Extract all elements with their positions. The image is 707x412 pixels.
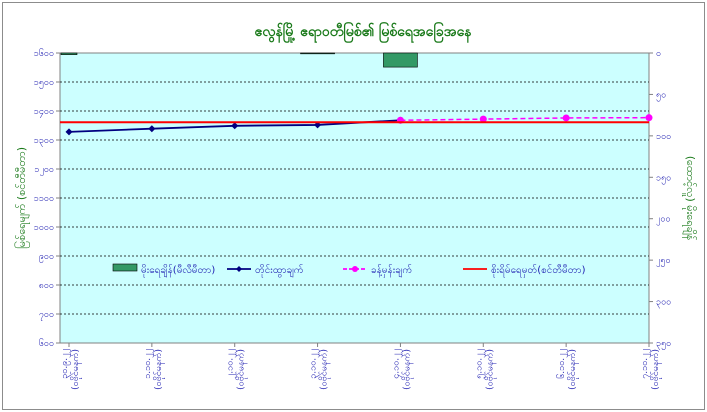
x-tick-sublabel: (ဝဗိုင်မနက်) <box>319 349 331 390</box>
right-tick-label: ၃၀၀ <box>656 298 671 309</box>
x-tick-sublabel: (ဝဗိုင်မနက်) <box>567 349 579 390</box>
left-axis-title: မြစ်ရေမျက် (စင်တီမီတာ) <box>14 147 30 249</box>
rainfall-bar <box>60 52 78 55</box>
left-tick-label: ၈၀၀ <box>39 281 54 291</box>
x-tick-sublabel: (ဝဗိုင်မနက်) <box>650 349 662 390</box>
left-tick-label: ၉၀၀ <box>39 252 54 263</box>
observed-point <box>65 128 73 136</box>
observed-point <box>231 122 239 130</box>
right-tick-label: ၀ <box>656 49 661 59</box>
x-tick-sublabel: (ဝဗိုင်မနက်) <box>70 349 82 390</box>
left-tick-label: ၁၃၀၀ <box>34 136 54 147</box>
left-tick-label: ၇၀၀ <box>39 310 54 321</box>
chart-svg: ဧလွန်မြို့ ဧရာဝတီမြစ်၏ မြစ်ရေအခြေအနေ ၁၆၀… <box>14 22 697 390</box>
right-axis-title: (ထောင့်လူ) မိုးရေချိန် <box>682 156 697 241</box>
x-tick-sublabel: (ဝဗိုင်မနက်) <box>236 349 248 390</box>
legend-label: မိုးရေချိန်(မီလီမီတာ) <box>141 263 215 278</box>
x-tick-label: ၃.၁၀.၂၂ <box>309 349 320 379</box>
x-axis-ticks: ၃၀.၉.၂၂ (ဝဗိုင်မနက်) ၁.၁၀.၂၂ (ဝဗိုင်မနက်) ၂.… <box>60 343 662 390</box>
right-tick-label: ၂၀၀ <box>656 215 671 226</box>
left-tick-label: ၁၁၀၀ <box>34 194 54 204</box>
x-tick-label: ၂.၁၀.၂၂ <box>226 349 237 378</box>
x-tick-sublabel: (ဝဗိုင်မနက်) <box>401 349 413 390</box>
legend-label: စိုးရိမ်ရေမှတ်(စင်တီမီတာ) <box>491 263 586 278</box>
right-tick-label: ၅၀ <box>656 90 666 101</box>
right-tick-label: ၁၅၀ <box>656 173 671 184</box>
left-tick-label: ၁၄၀၀ <box>34 107 54 118</box>
x-tick-sublabel: (ဝဗိုင်မနက်) <box>153 349 165 390</box>
left-tick-label: ၆၀၀ <box>39 338 54 349</box>
legend: မိုးရေချိန်(မီလီမီတာ) တိုင်းထွာချက် ခန့်မှ… <box>112 263 586 278</box>
x-tick-sublabel: (ဝဗိုင်မနက်) <box>484 349 496 390</box>
x-tick-label: ၃၀.၉.၂၂ <box>60 349 71 379</box>
legend-marker <box>352 266 358 272</box>
x-tick-label: ၇.၁၀.၂၂ <box>640 349 651 379</box>
forecast-point <box>645 114 653 122</box>
right-tick-label: ၃၅၀ <box>656 339 671 350</box>
left-tick-label: ၁၀၀၀ <box>34 223 54 233</box>
legend-marker <box>236 266 242 272</box>
right-tick-label: ၂၅၀ <box>656 256 671 267</box>
forecast-point <box>479 115 487 123</box>
legend-label: ခန့်မှန်းချက် <box>371 263 412 278</box>
line-series <box>60 114 653 136</box>
chart-title: ဧလွန်မြို့ ဧရာဝတီမြစ်၏ မြစ်ရေအခြေအနေ <box>255 22 473 43</box>
rainfall-bar <box>383 52 418 68</box>
rainfall-bar <box>300 52 335 55</box>
legend-label: တိုင်းထွာချက် <box>255 263 304 278</box>
left-tick-label: ၁၅၀၀ <box>34 78 54 89</box>
plot-area <box>59 52 650 344</box>
left-tick-label: ၁၂၀၀ <box>34 165 54 176</box>
left-tick-label: ၁၆၀၀ <box>34 48 54 59</box>
observed-point <box>148 125 156 133</box>
x-tick-label: ၄.၁၀.၂၂ <box>391 349 402 379</box>
x-tick-label: ၆.၁၀.၂၂ <box>556 349 568 379</box>
bar-series-rainfall <box>60 52 418 68</box>
x-tick-label: ၁.၁၀.၂၂ <box>143 349 154 379</box>
right-tick-label: ၁၀၀ <box>656 132 671 142</box>
forecast-point <box>562 114 570 122</box>
legend-swatch <box>112 263 138 272</box>
x-tick-label: ၅.၁၀.၂၂ <box>474 349 485 379</box>
forecast-line <box>400 116 650 122</box>
